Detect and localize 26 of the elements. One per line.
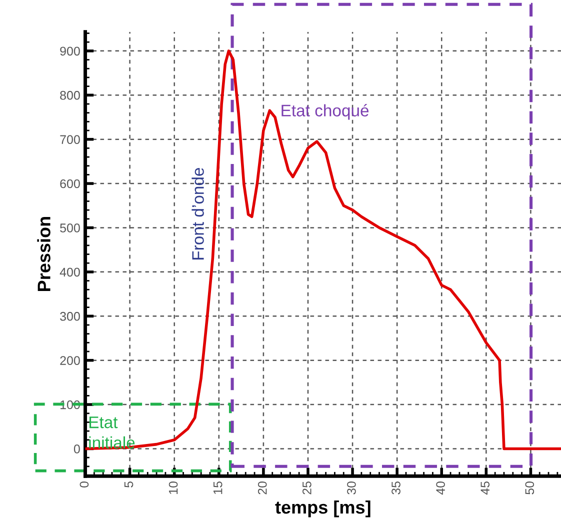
- x-tick-label: 35: [392, 482, 400, 494]
- y-axis-title: Pression: [37, 217, 50, 291]
- x-tick-label: 15: [214, 482, 222, 494]
- y-tick-label: 800: [60, 90, 80, 100]
- annotation: Front d’onde: [192, 168, 204, 260]
- annotation: Etat choqué: [282, 104, 369, 120]
- x-tick-label: 25: [302, 482, 312, 494]
- x-tick-label: 50: [525, 481, 534, 494]
- y-tick-label: 900: [60, 46, 80, 56]
- y-tick-label: 600: [60, 179, 80, 188]
- annotation: Etat initiale: [89, 416, 135, 449]
- y-tick-label: 500: [60, 224, 80, 232]
- line-series: [85, 50, 561, 450]
- x-tick-label: 5: [124, 482, 134, 488]
- y-tick-label: 700: [60, 135, 80, 144]
- y-tick-label: 200: [60, 356, 80, 365]
- x-tick-label: 40: [436, 481, 445, 495]
- x-tick-label: 0: [80, 481, 89, 488]
- y-tick-label: 400: [60, 268, 80, 277]
- y-tick-label: 300: [60, 312, 80, 321]
- x-axis-title: temps [ms]: [275, 500, 370, 518]
- x-tick-label: 20: [258, 481, 267, 494]
- y-tick-label: 0: [74, 444, 80, 454]
- x-tick-label: 45: [480, 482, 490, 495]
- x-tick-label: 10: [168, 481, 178, 494]
- x-tick-label: 30: [347, 481, 356, 494]
